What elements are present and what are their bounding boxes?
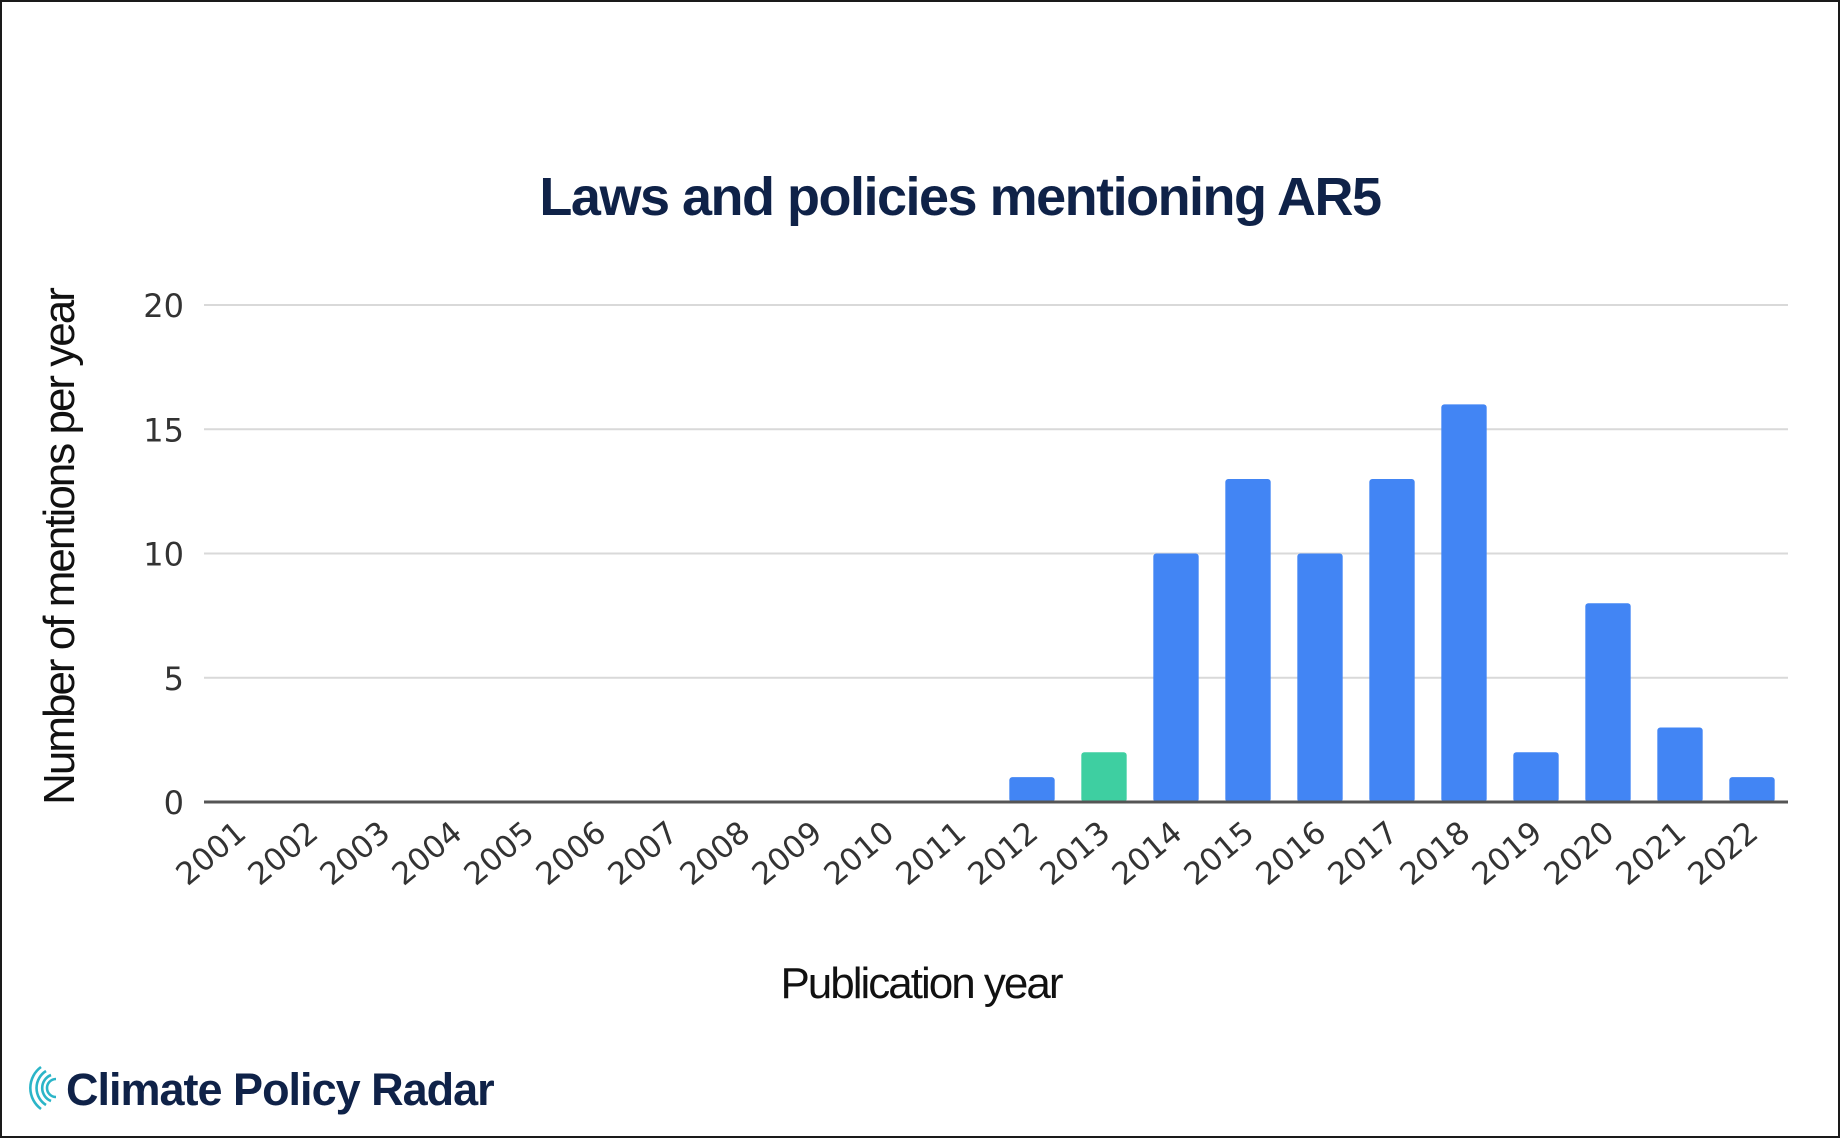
bar-2019 [1513, 752, 1559, 802]
bar-2012 [1009, 777, 1055, 802]
x-tick-label: 2019 [1466, 815, 1550, 893]
bar-2015 [1225, 478, 1271, 802]
y-tick-label: 5 [164, 660, 184, 698]
y-tick-label: 15 [143, 411, 184, 449]
brand-name: Climate Policy Radar [66, 1064, 494, 1115]
radar-arcs-icon [29, 1065, 57, 1111]
x-tick-label: 2016 [1250, 815, 1334, 893]
x-tick-label: 2011 [890, 815, 974, 893]
x-tick-label: 2014 [1106, 815, 1190, 893]
x-tick-label: 2010 [818, 815, 902, 893]
y-tick-label: 0 [164, 784, 184, 822]
x-axis-ticks: 2001200220032004200520062007200820092010… [170, 815, 1766, 893]
bar-2017 [1369, 478, 1415, 802]
x-tick-label: 2015 [1178, 815, 1262, 893]
x-tick-label: 2012 [962, 815, 1046, 893]
x-tick-label: 2003 [314, 815, 398, 893]
y-tick-label: 10 [143, 536, 184, 574]
x-tick-label: 2001 [170, 815, 254, 893]
bar-2014 [1153, 553, 1199, 802]
x-tick-label: 2022 [1682, 815, 1766, 893]
x-axis-title: Publication year [780, 959, 1062, 1008]
x-tick-label: 2002 [242, 815, 326, 893]
x-tick-label: 2006 [530, 815, 614, 893]
bar-2018 [1441, 404, 1487, 802]
x-tick-label: 2009 [746, 815, 830, 893]
brand-logo: Climate Policy Radar [29, 1064, 495, 1115]
x-tick-label: 2018 [1394, 815, 1478, 893]
x-tick-label: 2008 [674, 815, 758, 893]
grid [204, 304, 1788, 679]
bar-2013 [1081, 752, 1127, 802]
bar-2020 [1585, 603, 1631, 802]
y-axis-title: Number of mentions per year [35, 288, 84, 805]
x-tick-label: 2004 [386, 815, 470, 893]
bar-2016 [1297, 553, 1343, 802]
x-tick-label: 2017 [1322, 815, 1406, 893]
bar-2022 [1729, 777, 1775, 802]
x-tick-label: 2021 [1610, 815, 1694, 893]
x-tick-label: 2020 [1538, 815, 1622, 893]
chart-title: Laws and policies mentioning AR5 [539, 167, 1381, 227]
x-tick-label: 2005 [458, 815, 542, 893]
x-tick-label: 2007 [602, 815, 686, 893]
y-axis-ticks: 0 5 10 15 20 [143, 287, 184, 822]
bar-2021 [1657, 727, 1703, 802]
y-tick-label: 20 [143, 287, 184, 325]
x-tick-label: 2013 [1034, 815, 1118, 893]
bars [204, 404, 1788, 804]
